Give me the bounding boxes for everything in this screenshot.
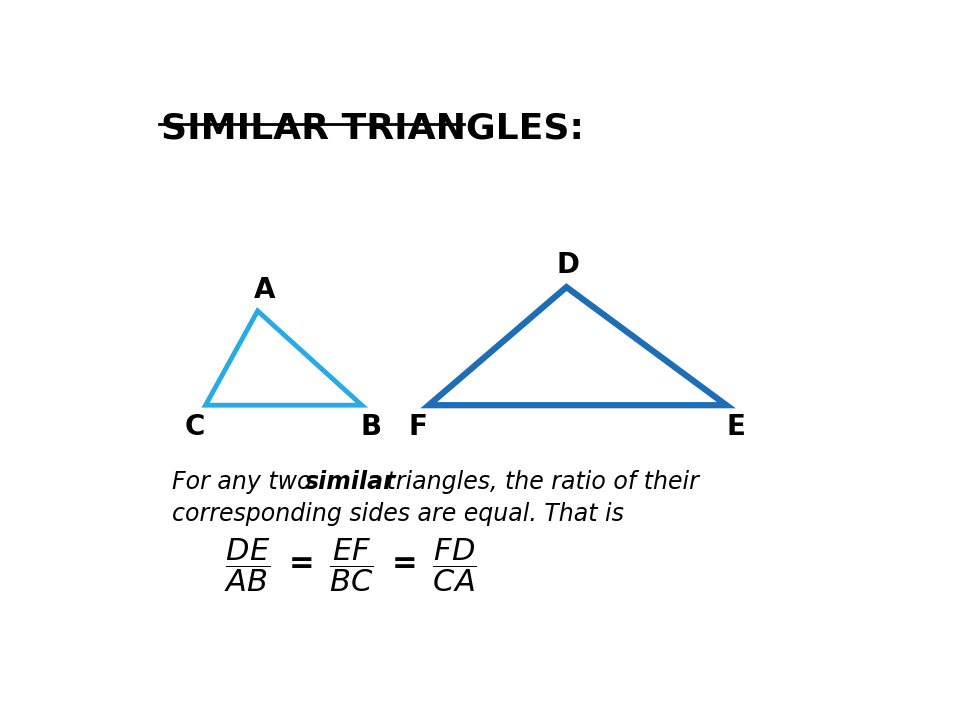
- Text: B: B: [361, 413, 382, 441]
- Text: C: C: [184, 413, 204, 441]
- Text: SIMILAR TRIANGLES:: SIMILAR TRIANGLES:: [161, 112, 584, 145]
- Text: corresponding sides are equal. That is: corresponding sides are equal. That is: [172, 503, 624, 526]
- Text: D: D: [557, 251, 580, 279]
- Text: triangles, the ratio of their: triangles, the ratio of their: [379, 470, 699, 494]
- Text: $\dfrac{\mathit{DE}}{\mathit{AB}}\ \mathbf{=}\ \dfrac{\mathit{EF}}{\mathit{BC}}\: $\dfrac{\mathit{DE}}{\mathit{AB}}\ \math…: [225, 536, 477, 594]
- Text: A: A: [254, 276, 276, 304]
- Text: similar: similar: [304, 470, 396, 494]
- Text: F: F: [408, 413, 427, 441]
- Text: For any two: For any two: [172, 470, 319, 494]
- Text: E: E: [727, 413, 746, 441]
